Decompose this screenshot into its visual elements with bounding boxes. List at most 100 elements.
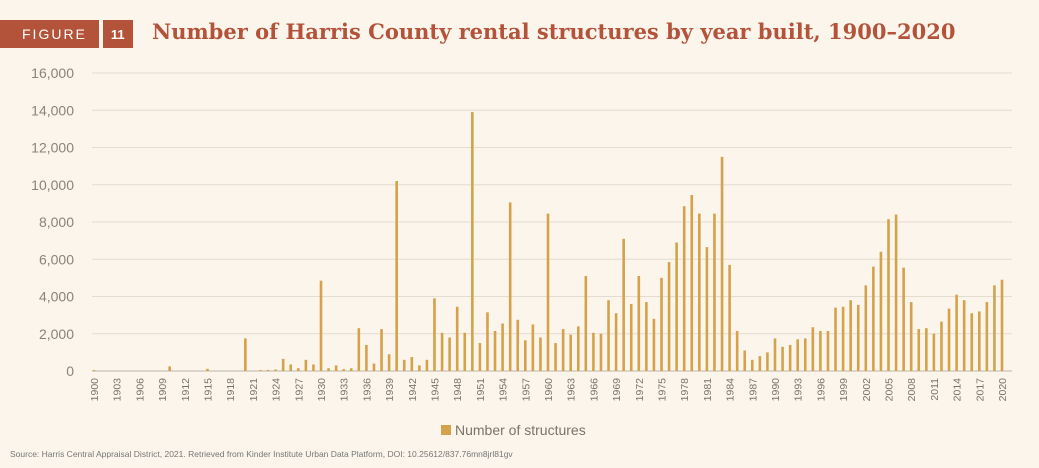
y-tick-label: 4,000	[39, 289, 74, 305]
bar	[312, 364, 315, 371]
x-tick-label: 1969	[611, 378, 623, 402]
x-tick-label: 2020	[997, 378, 1009, 402]
figure-tag: FIGURE 11	[0, 20, 133, 48]
x-tick-label: 2005	[884, 378, 896, 402]
bar	[463, 332, 467, 371]
x-tick-label: 1921	[248, 378, 260, 402]
x-tick-label: 1915	[203, 378, 215, 402]
bar	[803, 338, 807, 371]
bar	[743, 350, 747, 371]
x-tick-label: 1909	[157, 378, 169, 402]
bar	[372, 363, 376, 371]
x-tick-label: 1960	[543, 378, 555, 402]
bar	[690, 194, 694, 371]
bar	[274, 369, 277, 371]
bar	[524, 340, 527, 371]
bar	[531, 324, 535, 371]
bar	[985, 302, 989, 371]
bar	[932, 333, 936, 371]
y-tick-label: 2,000	[39, 326, 74, 342]
x-tick-label: 1978	[679, 378, 691, 402]
bar	[440, 332, 444, 371]
bar	[380, 329, 383, 371]
bar	[856, 304, 860, 371]
y-tick-label: 12,000	[31, 140, 74, 156]
bar	[561, 329, 565, 371]
bar	[289, 364, 293, 371]
x-tick-label: 1924	[271, 378, 283, 402]
bar	[365, 344, 368, 371]
bar	[448, 337, 451, 371]
x-tick-label: 1918	[225, 378, 237, 402]
chart-title: Number of Harris County rental structure…	[152, 19, 956, 44]
x-tick-label: 1957	[520, 378, 532, 402]
bar	[395, 181, 398, 371]
x-tick-label: 1984	[725, 378, 737, 402]
bar	[486, 312, 489, 371]
x-tick-label: 1939	[384, 378, 396, 402]
bar	[796, 339, 799, 371]
bar	[259, 370, 262, 371]
bar	[569, 334, 572, 371]
bar	[471, 112, 474, 372]
bar	[418, 365, 421, 371]
bar	[622, 238, 625, 371]
x-tick-label: 1948	[452, 378, 464, 402]
bar	[826, 330, 830, 371]
bar	[720, 156, 724, 371]
x-tick-label: 1981	[702, 378, 714, 402]
bar	[751, 359, 754, 371]
x-tick-label: 1927	[293, 378, 305, 402]
bar	[993, 285, 996, 371]
bar	[319, 280, 323, 371]
x-tick-label: 1963	[566, 378, 578, 402]
bar	[501, 323, 504, 371]
bar	[925, 328, 928, 371]
source-note: Source: Harris Central Appraisal Distric…	[10, 449, 513, 459]
bar	[425, 359, 429, 371]
x-tick-label: 2011	[929, 378, 941, 401]
bar	[675, 242, 678, 371]
bar	[493, 330, 497, 371]
bar	[962, 300, 966, 371]
x-tick-label: 1999	[838, 378, 850, 402]
bar	[607, 300, 610, 371]
bar	[705, 247, 709, 371]
x-tick-label: 1951	[475, 378, 487, 402]
bar	[773, 338, 777, 371]
bar	[1000, 279, 1004, 371]
bar	[327, 368, 330, 371]
bar	[970, 313, 974, 371]
y-tick-label: 8,000	[39, 214, 74, 230]
x-tick-label: 1903	[112, 378, 124, 402]
bar	[667, 262, 671, 371]
bar	[735, 330, 739, 371]
bar	[909, 302, 913, 371]
bar	[92, 370, 96, 371]
bar	[864, 285, 868, 371]
bar	[660, 277, 663, 371]
bar	[629, 303, 633, 371]
x-tick-label: 1912	[180, 378, 192, 402]
x-tick-label: 2002	[861, 378, 873, 402]
bar	[334, 365, 338, 371]
bar	[788, 344, 792, 371]
bar	[902, 267, 905, 371]
bar	[342, 369, 345, 371]
bar	[387, 354, 391, 371]
bar	[357, 328, 361, 371]
bar	[584, 276, 588, 371]
bar	[955, 294, 958, 371]
y-tick-label: 14,000	[31, 102, 74, 118]
x-tick-label: 1906	[134, 378, 146, 402]
x-tick-label: 1930	[316, 378, 328, 402]
x-tick-label: 1972	[634, 378, 646, 402]
bar	[758, 356, 762, 371]
bar	[645, 302, 648, 371]
bar	[917, 329, 921, 371]
bar	[546, 213, 550, 371]
bar	[539, 337, 542, 371]
bar	[508, 202, 512, 371]
bar	[266, 369, 270, 371]
